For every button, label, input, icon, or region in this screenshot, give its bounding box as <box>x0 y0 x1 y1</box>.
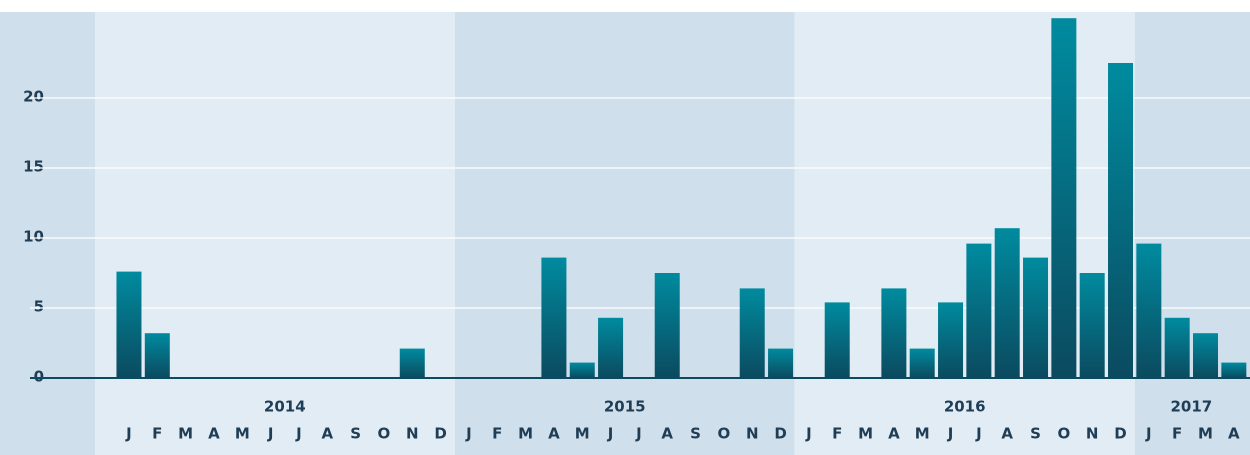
x-tick-label: J <box>607 425 614 443</box>
y-tick-label: 20 <box>23 88 44 106</box>
x-tick-label: M <box>518 425 533 443</box>
x-tick-label: M <box>235 425 250 443</box>
year-band <box>454 12 795 455</box>
x-tick-label: A <box>661 425 673 443</box>
bar <box>598 317 624 378</box>
x-tick-label: N <box>746 425 759 443</box>
x-tick-label: D <box>434 425 446 443</box>
x-tick-label: F <box>492 425 502 443</box>
x-tick-label: J <box>805 425 812 443</box>
bar <box>1023 257 1049 378</box>
x-tick-label: J <box>975 425 982 443</box>
bar <box>1221 362 1247 378</box>
bar <box>1108 63 1134 378</box>
bar <box>144 333 170 378</box>
year-label: 2017 <box>1170 398 1212 416</box>
x-tick-label: S <box>690 425 701 443</box>
y-tick-label: 10 <box>23 228 44 246</box>
bar <box>824 302 850 378</box>
bar <box>541 257 567 378</box>
year-label: 2015 <box>604 398 646 416</box>
bar <box>739 288 765 378</box>
x-tick-label: A <box>888 425 900 443</box>
x-tick-label: M <box>575 425 590 443</box>
bar <box>881 288 907 378</box>
x-tick-label: M <box>1198 425 1213 443</box>
bar <box>994 228 1020 378</box>
x-tick-label: A <box>321 425 333 443</box>
x-tick-label: J <box>125 425 132 443</box>
x-tick-label: N <box>406 425 419 443</box>
bar <box>909 348 935 378</box>
x-tick-label: D <box>774 425 786 443</box>
bar <box>1193 333 1219 378</box>
year-band <box>95 12 455 455</box>
x-tick-label: J <box>635 425 642 443</box>
x-tick-label: J <box>267 425 274 443</box>
bar <box>654 273 680 378</box>
x-tick-label: A <box>1001 425 1013 443</box>
x-tick-label: F <box>152 425 162 443</box>
x-tick-label: N <box>1086 425 1099 443</box>
bar <box>1136 243 1162 378</box>
band <box>0 12 95 455</box>
x-tick-label: O <box>1057 425 1070 443</box>
y-tick-label: 5 <box>34 298 44 316</box>
x-tick-label: A <box>548 425 560 443</box>
x-tick-label: O <box>378 425 391 443</box>
year-label: 2016 <box>944 398 986 416</box>
year-label: 2014 <box>264 398 306 416</box>
x-tick-label: F <box>1172 425 1182 443</box>
y-tick-label: 15 <box>23 158 44 176</box>
x-tick-label: J <box>465 425 472 443</box>
x-tick-label: O <box>718 425 731 443</box>
bar <box>966 243 992 378</box>
x-tick-label: M <box>915 425 930 443</box>
x-tick-label: F <box>832 425 842 443</box>
x-tick-label: S <box>1030 425 1041 443</box>
bar <box>768 348 794 378</box>
bar <box>1051 18 1077 378</box>
x-tick-label: D <box>1114 425 1126 443</box>
bar <box>1079 273 1105 378</box>
bar <box>399 348 425 378</box>
bar <box>569 362 595 378</box>
year-band <box>794 12 1135 455</box>
x-tick-label: M <box>178 425 193 443</box>
x-tick-label: J <box>1145 425 1152 443</box>
x-tick-label: J <box>947 425 954 443</box>
x-tick-label: J <box>295 425 302 443</box>
bar <box>1164 317 1190 378</box>
x-tick-label: M <box>858 425 873 443</box>
x-tick-label: A <box>208 425 220 443</box>
year-band <box>1134 12 1250 455</box>
x-tick-label: A <box>1228 425 1240 443</box>
x-tick-label: S <box>350 425 361 443</box>
bar <box>116 271 142 378</box>
y-tick-label: 0 <box>34 368 44 386</box>
bar <box>938 302 964 378</box>
